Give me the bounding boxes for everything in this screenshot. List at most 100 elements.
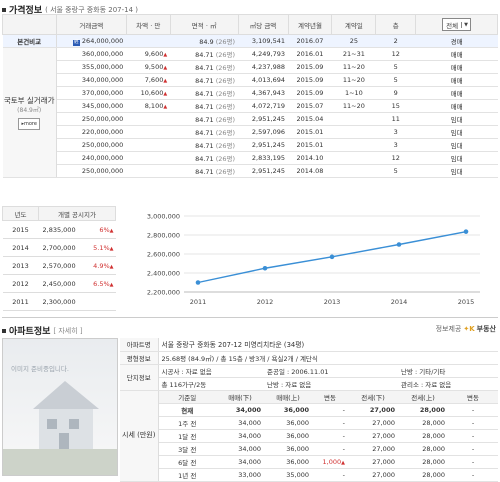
price-cell: 345,000,000 bbox=[56, 99, 127, 113]
jeonse-high-cell: 28,000 bbox=[398, 416, 448, 430]
table-row: 1달 전 34,000 36,000-27,000 28,000- bbox=[120, 429, 499, 443]
official-price-cell: 2,700,000 5.1%▲ bbox=[38, 238, 116, 257]
price-cell: 250,000,000 bbox=[56, 164, 127, 178]
pct-change: 4.9% bbox=[93, 261, 110, 270]
per-m2-cell: 2,951,245 bbox=[238, 138, 288, 152]
up-arrow-icon: ▲ bbox=[109, 245, 114, 252]
compare-ym: 2016.07 bbox=[288, 34, 332, 48]
diff-cell: 9,500▲ bbox=[126, 60, 171, 74]
line-chart-svg: 3,000,000 2,800,000 2,600,000 2,400,000 2,20… bbox=[147, 213, 480, 306]
x-tick-label: 2012 bbox=[257, 298, 274, 306]
table-row: 현재 34,000 36,000-27,000 28,000- bbox=[120, 403, 499, 417]
official-price-table: 년도 개별 공시지가 2015 2,835,000 6%▲ 2014 2,700,000… bbox=[2, 206, 116, 311]
compare-area: 84.9 (26평) bbox=[170, 34, 239, 48]
ym-cell: 2015.01 bbox=[288, 138, 332, 152]
detail-link[interactable]: [ 자세히 ] bbox=[53, 326, 83, 335]
sale-high-cell: 36,000 bbox=[264, 416, 312, 430]
jeonse-change-cell: - bbox=[448, 429, 499, 443]
type-select[interactable]: 전체 ▼ bbox=[442, 18, 471, 31]
house-icon bbox=[3, 381, 117, 475]
table-row: 3달 전 34,000 36,000-27,000 28,000- bbox=[120, 442, 499, 456]
type-cell: 임대 bbox=[415, 164, 498, 178]
area-cell: 84.71 (26평) bbox=[170, 47, 239, 61]
col-header: 차액 · 만 bbox=[125, 14, 171, 35]
price-cell: 355,000,000 bbox=[56, 60, 127, 74]
x-tick-label: 2015 bbox=[458, 298, 475, 306]
day-cell bbox=[331, 112, 376, 126]
col-header: 기준일 bbox=[158, 390, 216, 404]
complex-label: 단지정보 bbox=[120, 364, 159, 391]
diff-cell bbox=[126, 138, 171, 152]
floor-cell: 3 bbox=[375, 138, 416, 152]
sale-low-cell: 34,000 bbox=[216, 403, 264, 417]
up-arrow-icon: ▲ bbox=[109, 263, 114, 270]
diff-cell: 9,600▲ bbox=[126, 47, 171, 61]
day-cell bbox=[331, 164, 376, 178]
sale-low-cell: 34,000 bbox=[216, 429, 264, 443]
sale-change-cell: - bbox=[312, 416, 348, 430]
table-row: 220,000,000 84.71 (26평) 2,597,096 2015.01 3 임… bbox=[3, 125, 498, 139]
jeonse-change-cell: - bbox=[448, 455, 499, 469]
area-cell: 84.71 (26평) bbox=[170, 112, 239, 126]
year-cell: 2013 bbox=[2, 256, 39, 275]
table-row: 250,000,000 84.71 (26평) 2,951,245 2014.08 5 임… bbox=[3, 164, 498, 178]
apt-section-title: 아파트정보 [ 자세히 ] bbox=[2, 324, 83, 337]
per-m2-cell: 2,833,195 bbox=[238, 151, 288, 165]
bullet-icon bbox=[2, 328, 6, 333]
gov-label: 국토부 실거래가 bbox=[3, 95, 55, 105]
diff-cell bbox=[126, 112, 171, 126]
photo-caption: 이미지 준비중입니다. bbox=[11, 365, 69, 373]
sale-low-cell: 34,000 bbox=[216, 416, 264, 430]
sale-change-cell: 1,000▲ bbox=[312, 455, 348, 469]
gov-label-cell: 국토부 실거래가 (84.9㎡) ▸more bbox=[2, 47, 57, 178]
up-arrow-icon: ▲ bbox=[163, 91, 168, 97]
ym-cell: 2015.09 bbox=[288, 73, 332, 87]
when-cell: 1주 전 bbox=[158, 416, 216, 430]
type-cell: 임대 bbox=[415, 151, 498, 165]
data-point bbox=[195, 280, 201, 285]
per-m2-cell: 4,237,988 bbox=[238, 60, 288, 74]
col-header: 층 bbox=[375, 14, 417, 35]
official-price-chart: 3,000,000 2,800,000 2,600,000 2,400,000 2,20… bbox=[120, 206, 498, 314]
ym-cell: 2015.09 bbox=[288, 60, 332, 74]
price-cell: 220,000,000 bbox=[56, 125, 127, 139]
ym-cell: 2014.08 bbox=[288, 164, 332, 178]
day-cell: 11~20 bbox=[331, 99, 376, 113]
gov-area: (84.9㎡) bbox=[17, 106, 42, 114]
sale-high-cell: 35,000 bbox=[264, 468, 312, 482]
builder-value: 시공사 : 자료 없음 bbox=[158, 364, 264, 378]
official-price-cell: 2,450,000 6.5%▲ bbox=[38, 274, 116, 293]
day-cell: 11~20 bbox=[331, 60, 376, 74]
apt-name-value: 서울 중랑구 중화동 207-12 미영리치타운 (34평) bbox=[158, 338, 499, 352]
col-header: 계약일 bbox=[331, 14, 377, 35]
col-header: 개별 공시지가 bbox=[38, 206, 116, 221]
more-button[interactable]: ▸more bbox=[18, 117, 40, 130]
jeonse-low-cell: 27,000 bbox=[348, 416, 398, 430]
sale-high-cell: 36,000 bbox=[264, 429, 312, 443]
table-row: 250,000,000 84.71 (26평) 2,951,245 2015.01 3 임… bbox=[3, 138, 498, 152]
official-price-cell: 2,300,000 bbox=[38, 292, 116, 311]
sale-high-cell: 36,000 bbox=[264, 403, 312, 417]
x-tick-label: 2011 bbox=[190, 298, 207, 306]
jeonse-low-cell: 27,000 bbox=[348, 429, 398, 443]
section-subtitle: ( 서울 중랑구 중화동 207-14 ) bbox=[45, 5, 139, 14]
compare-label: 본건비교 bbox=[2, 34, 57, 48]
col-header: ㎡당 금액 bbox=[237, 14, 289, 35]
table-row: 1년 전 33,000 35,000-27,000 28,000- bbox=[120, 468, 499, 482]
table-row: 240,000,000 84.71 (26평) 2,833,195 2014.10 12… bbox=[3, 151, 498, 165]
section-title-text: 가격정보 bbox=[9, 6, 43, 16]
jeonse-low-cell: 27,000 bbox=[348, 442, 398, 456]
price-section-title: 가격정보 ( 서울 중랑구 중화동 207-14 ) bbox=[2, 3, 138, 16]
management-value: 관리소 : 자료 없음 bbox=[398, 377, 499, 391]
per-m2-cell: 4,013,694 bbox=[238, 73, 288, 87]
jeonse-high-cell: 28,000 bbox=[398, 442, 448, 456]
up-arrow-icon: ▲ bbox=[341, 459, 345, 466]
year-cell: 2014 bbox=[2, 238, 39, 257]
diff-cell bbox=[126, 125, 171, 139]
table-row: 250,000,000 84.71 (26평) 2,951,245 2015.04 11… bbox=[3, 112, 498, 126]
col-header: 계약년월 bbox=[287, 14, 333, 35]
up-arrow-icon: ▲ bbox=[109, 227, 114, 234]
pyeong-value: 25.68평 (84.9㎡) / 총 15층 / 방3개 / 욕실2개 / 계단… bbox=[158, 351, 499, 365]
per-m2-cell: 4,249,793 bbox=[238, 47, 288, 61]
x-tick-label: 2013 bbox=[324, 298, 341, 306]
